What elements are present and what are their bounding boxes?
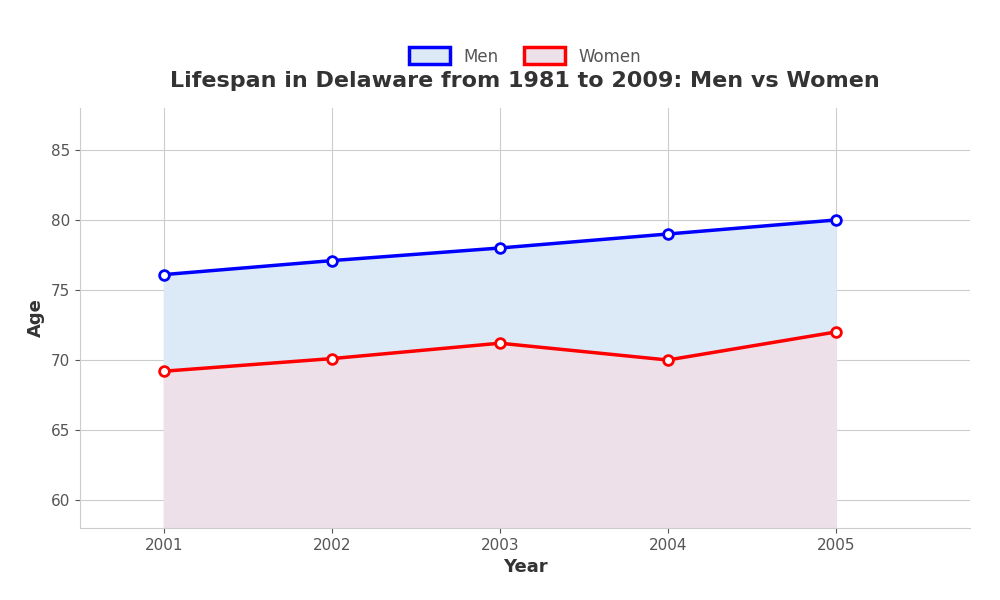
Y-axis label: Age: Age <box>27 299 45 337</box>
Title: Lifespan in Delaware from 1981 to 2009: Men vs Women: Lifespan in Delaware from 1981 to 2009: … <box>170 71 880 91</box>
Legend: Men, Women: Men, Women <box>402 41 648 72</box>
X-axis label: Year: Year <box>503 558 547 576</box>
